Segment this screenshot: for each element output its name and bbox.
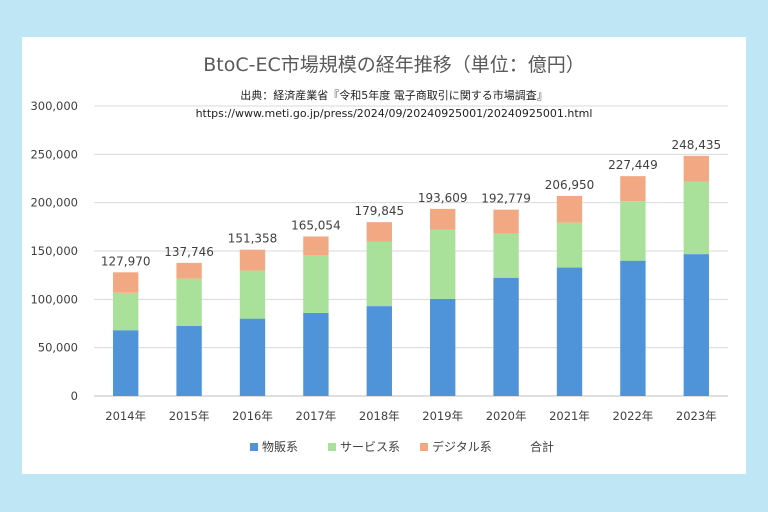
y-axis: 0 50,000 100,000 150,000 200,000 250,000 300,0…	[30, 99, 78, 403]
total-label: 151,358	[228, 232, 278, 246]
legend-swatch	[420, 443, 428, 451]
x-axis: 2014年 2015年 2016年 2017年 2018年 2019年 2020年 2021年…	[105, 409, 716, 423]
chart-title: BtoC-EC市場規模の経年推移（単位：億円）	[203, 54, 585, 76]
bar-segment	[303, 312, 329, 396]
total-labels: 127,970 137,746 151,358 165,054 179,845 193,6…	[101, 138, 721, 268]
source-url: https://www.meti.go.jp/press/2024/09/202…	[196, 107, 593, 120]
x-tick-label: 2021年	[549, 409, 590, 423]
legend-label: デジタル系	[432, 439, 492, 454]
bar-segment	[493, 209, 519, 234]
total-label: 127,970	[101, 254, 151, 268]
bar-segment	[620, 201, 646, 261]
bar-segment	[430, 298, 456, 396]
bar-segment	[493, 233, 519, 278]
bar-segment	[366, 306, 392, 396]
total-label: 248,435	[671, 138, 721, 152]
bar-segment	[620, 176, 646, 202]
x-tick-label: 2022年	[613, 409, 654, 423]
bar-segment	[113, 292, 139, 331]
x-tick-label: 2020年	[486, 409, 527, 423]
bar-segment	[430, 208, 456, 230]
y-tick-label: 150,000	[30, 244, 78, 258]
total-label: 179,845	[354, 204, 404, 218]
total-label: 227,449	[608, 158, 658, 172]
bar-segment	[176, 326, 202, 396]
bar-segment	[366, 241, 392, 307]
x-tick-label: 2019年	[422, 409, 463, 423]
bar-segment	[556, 195, 583, 223]
legend-swatch	[328, 443, 336, 451]
y-tick-label: 0	[71, 389, 78, 403]
x-tick-label: 2016年	[232, 409, 273, 423]
bar-segment	[683, 155, 709, 182]
chart-svg: BtoC-EC市場規模の経年推移（単位：億円） 出典：経済産業省『令和5年度 電…	[30, 54, 728, 454]
legend-label: 物販系	[262, 440, 298, 454]
bar-segment	[366, 222, 392, 242]
bar-segment	[239, 318, 266, 396]
source-citation: 出典：経済産業省『令和5年度 電子商取引に関する市場調査』	[240, 88, 548, 102]
x-tick-label: 2017年	[296, 409, 337, 423]
total-label: 206,950	[545, 178, 595, 192]
bar-segment	[683, 181, 709, 255]
bar-segment	[113, 330, 139, 396]
bar-segment	[683, 254, 709, 396]
bar-segment	[556, 267, 583, 396]
total-label: 165,054	[291, 218, 341, 232]
y-tick-label: 250,000	[30, 147, 78, 161]
bars	[113, 155, 709, 396]
bar-segment	[113, 272, 139, 293]
x-tick-label: 2015年	[169, 409, 210, 423]
bar-segment	[176, 262, 202, 279]
legend: 物販系 サービス系 デジタル系 合計	[250, 439, 554, 454]
legend-label: サービス系	[340, 440, 400, 454]
bar-segment	[303, 255, 329, 313]
legend-label: 合計	[530, 439, 554, 454]
x-tick-label: 2014年	[105, 409, 146, 423]
x-tick-label: 2023年	[676, 409, 717, 423]
bar-segment	[493, 277, 519, 396]
y-tick-label: 50,000	[38, 341, 78, 355]
x-tick-label: 2018年	[359, 409, 400, 423]
bar-segment	[620, 260, 646, 396]
y-tick-label: 200,000	[30, 196, 78, 210]
total-label: 137,746	[164, 245, 214, 259]
y-tick-label: 100,000	[30, 292, 78, 306]
bar-segment	[239, 270, 266, 319]
bar-segment	[430, 229, 456, 299]
bar-segment	[303, 236, 329, 256]
total-label: 192,779	[481, 192, 531, 206]
legend-swatch	[250, 443, 258, 451]
y-tick-label: 300,000	[30, 99, 78, 113]
bar-segment	[556, 222, 583, 268]
chart-card: BtoC-EC市場規模の経年推移（単位：億円） 出典：経済産業省『令和5年度 電…	[22, 37, 746, 474]
bar-segment	[239, 249, 266, 271]
bar-segment	[176, 278, 202, 327]
total-label: 193,609	[418, 191, 468, 205]
